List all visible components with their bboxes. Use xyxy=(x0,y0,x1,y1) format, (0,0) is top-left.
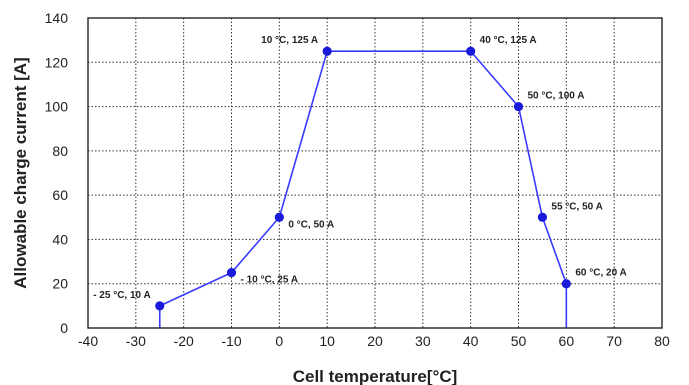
grid-lines xyxy=(88,18,662,328)
point-annotation: - 10 °C, 25 A xyxy=(241,275,299,286)
y-tick-label: 40 xyxy=(52,231,68,247)
y-tick-label: 80 xyxy=(52,143,68,159)
x-tick-label: 60 xyxy=(559,333,575,349)
point-annotation: 50 °C, 100 A xyxy=(528,91,585,102)
plot-frame xyxy=(87,17,663,329)
point-annotation: 55 °C, 50 A xyxy=(551,201,602,212)
point-annotation: - 25 °C, 10 A xyxy=(93,290,151,301)
point-annotation: 0 °C, 50 A xyxy=(288,219,334,230)
data-point-marker xyxy=(561,279,571,289)
x-tick-label: 20 xyxy=(367,333,383,349)
x-tick-label: 70 xyxy=(606,333,622,349)
data-point-marker xyxy=(274,212,284,222)
y-tick-label: 20 xyxy=(52,276,68,292)
point-annotation: 40 °C, 125 A xyxy=(480,35,537,46)
data-point-marker xyxy=(466,46,476,56)
data-point-marker xyxy=(155,301,165,311)
point-annotation: 60 °C, 20 A xyxy=(575,268,626,279)
x-tick-label: -30 xyxy=(126,333,146,349)
x-tick-label: -40 xyxy=(78,333,98,349)
series-line xyxy=(158,50,568,328)
x-tick-label: -20 xyxy=(174,333,194,349)
x-tick-label: 0 xyxy=(275,333,283,349)
x-tick-label: 30 xyxy=(415,333,431,349)
data-point-marker xyxy=(226,268,237,278)
x-tick-label: 80 xyxy=(654,333,670,349)
y-tick-label: 100 xyxy=(45,99,69,115)
x-tick-label: 10 xyxy=(319,333,335,349)
x-tick-label: 50 xyxy=(511,333,527,349)
data-point-marker xyxy=(513,101,524,112)
x-axis-title: Cell temperature[°C] xyxy=(293,367,458,385)
marker-group xyxy=(155,46,571,311)
annotation-group: - 25 °C, 10 A - 10 °C, 25 A 0 °C, 50 A 10 °… xyxy=(93,35,627,301)
y-tick-label: 140 xyxy=(45,10,69,26)
x-tick-label: 40 xyxy=(463,333,479,349)
data-point-marker xyxy=(537,212,548,222)
x-tick-labels: -40 -30 -20 -10 0 10 20 30 40 50 60 70 80 xyxy=(78,333,670,349)
x-tick-label: -10 xyxy=(221,333,241,349)
point-annotation: 10 °C, 125 A xyxy=(261,35,318,46)
y-axis-title: Allowable charge current [A] xyxy=(11,57,30,288)
y-tick-label: 0 xyxy=(60,320,68,336)
series-line-group xyxy=(158,50,568,328)
data-point-marker xyxy=(322,46,332,56)
y-tick-label: 120 xyxy=(45,54,69,70)
y-tick-labels: 0 20 40 60 80 100 120 140 xyxy=(45,10,69,336)
y-tick-label: 60 xyxy=(52,187,68,203)
